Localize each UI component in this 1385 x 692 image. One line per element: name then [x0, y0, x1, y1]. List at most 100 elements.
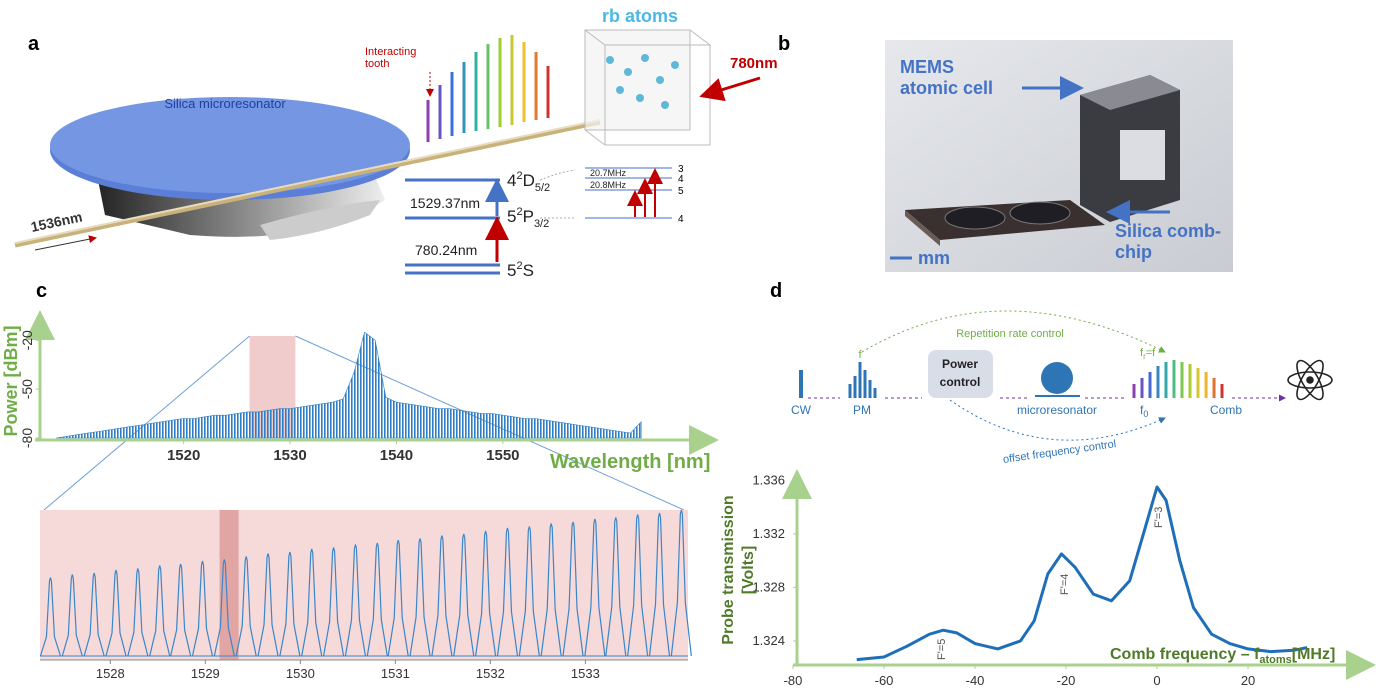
- t: 3/2: [534, 218, 549, 230]
- power-label: Power: [942, 357, 978, 371]
- x-axis-label: Wavelength [nm]: [550, 451, 710, 473]
- y-axis-label: Power [dBm]: [1, 325, 21, 436]
- x-tick-label: 1530: [273, 447, 306, 464]
- pump-label: 780nm: [730, 55, 778, 72]
- pm-lines: [850, 362, 875, 398]
- pm-f-label: f: [858, 349, 862, 361]
- hyperfine-label: 4: [678, 214, 684, 225]
- x-tick-label: -60: [875, 673, 894, 688]
- cw-label: CW: [791, 403, 812, 417]
- fr-label: fr=f: [1140, 347, 1156, 361]
- atoms-label: rb atoms: [602, 6, 678, 26]
- t: 0: [1143, 409, 1148, 419]
- f0-label: f0: [1140, 403, 1148, 419]
- panel-label: a: [28, 33, 40, 55]
- t: 5: [507, 261, 516, 280]
- plot-background: [40, 510, 688, 660]
- panel-label: c: [36, 280, 47, 302]
- y-tick-label: -80: [19, 428, 35, 448]
- annotation: F'=5: [936, 639, 948, 660]
- power-label: control: [940, 375, 981, 389]
- resonator-label: Silica microresonator: [164, 96, 286, 111]
- x-tick-label: -80: [784, 673, 803, 688]
- x-axis-label: Comb frequency – fatoms[MHz]: [1110, 646, 1335, 666]
- nucleus: [1307, 377, 1313, 383]
- atom: [616, 86, 624, 94]
- connector: [540, 170, 575, 218]
- atom: [636, 94, 644, 102]
- x-tick-label: 1540: [380, 447, 413, 464]
- page: { "panel_a": {"label": "a", "rb_atoms": …: [0, 0, 1385, 692]
- x-tick-label: 1530: [286, 666, 315, 681]
- panel-d: d Repetition rate control offset frequen…: [770, 280, 1332, 660]
- resonator-label: microresonator: [1017, 403, 1097, 417]
- x-tick-label: 1550: [486, 447, 519, 464]
- cell-label: atomic cell: [900, 78, 993, 98]
- transmission-line: [857, 487, 1307, 660]
- t: 5/2: [535, 182, 550, 194]
- tooth-label: tooth: [365, 58, 389, 70]
- atom-icon: [1288, 357, 1332, 403]
- control-diagram: Repetition rate control offset frequency…: [791, 311, 1332, 466]
- x-tick-label: 1532: [476, 666, 505, 681]
- level-label: 42D5/2: [507, 170, 550, 194]
- energy-levels: 1529.37nm 780.24nm 42D5/2 52P3/2 52S 20.…: [405, 164, 684, 280]
- x-label-part: Comb frequency – f: [1110, 646, 1260, 663]
- spectrum: [56, 332, 641, 438]
- x-tick-label: 1529: [191, 666, 220, 681]
- y-tick-label: -50: [19, 379, 35, 399]
- microresonator-icon: [1041, 362, 1073, 394]
- y-tick-label: 1.332: [752, 526, 785, 541]
- atom: [606, 56, 614, 64]
- panel-label: b: [778, 33, 790, 55]
- t: D: [523, 171, 535, 190]
- chip-label: Silica comb-: [1115, 221, 1221, 241]
- y-tick-label: 1.324: [752, 633, 785, 648]
- x-tick-label: -20: [1057, 673, 1076, 688]
- t: 5: [507, 207, 516, 226]
- level-label: 52S: [507, 260, 534, 280]
- x-tick-label: 1520: [167, 447, 200, 464]
- comb-tooth: [428, 35, 548, 142]
- cell-label: MEMS: [900, 57, 954, 77]
- x-tick-label: 0: [1153, 673, 1160, 688]
- y-axis-label: Probe transmission: [720, 495, 737, 644]
- wavelength-label: 780.24nm: [415, 242, 477, 258]
- y-tick-label: 1.336: [752, 472, 785, 487]
- hyperfine-label: 4: [678, 174, 684, 185]
- wavelength-label: 1529.37nm: [410, 195, 480, 211]
- resonator-top: [50, 97, 410, 193]
- split-label: 20.8MHz: [590, 180, 627, 190]
- y-tick-label: 1.328: [752, 579, 785, 594]
- t: 4: [507, 171, 516, 190]
- offset-control-label: offset frequency control: [1002, 438, 1117, 466]
- annotation: F'=3: [1153, 507, 1165, 528]
- atom: [671, 61, 679, 69]
- y-tick-label: -20: [19, 330, 35, 350]
- atom: [624, 68, 632, 76]
- y-axis-label: [Volts]: [740, 546, 757, 595]
- level-label: 52P3/2: [507, 206, 549, 230]
- mems-window: [1120, 130, 1165, 180]
- comb-disk: [945, 207, 1005, 229]
- cw-line: [799, 370, 803, 398]
- pump-arrow: [705, 78, 760, 95]
- rep-control-label: Repetition rate control: [956, 328, 1064, 340]
- x-tick-label: 1533: [571, 666, 600, 681]
- x-tick-label: 1528: [96, 666, 125, 681]
- x-label-part: [MHz]: [1292, 646, 1336, 663]
- x-tick-label: 1531: [381, 666, 410, 681]
- x-tick-label: 20: [1241, 673, 1255, 688]
- t: P: [523, 207, 534, 226]
- tooth-label: Interacting: [365, 46, 416, 58]
- split-label: 20.7MHz: [590, 168, 627, 178]
- annotation: F'=4: [1059, 574, 1071, 595]
- x-tick-label: -40: [966, 673, 985, 688]
- t: =f: [1146, 347, 1156, 359]
- comb-disk: [1010, 202, 1070, 224]
- pm-label: PM: [853, 403, 871, 417]
- hyperfine-label: 5: [678, 186, 684, 197]
- panel-a: a Silica microresonator Interacting toot…: [15, 6, 778, 280]
- panel-label: d: [770, 280, 782, 302]
- comb-label: Comb: [1210, 403, 1242, 417]
